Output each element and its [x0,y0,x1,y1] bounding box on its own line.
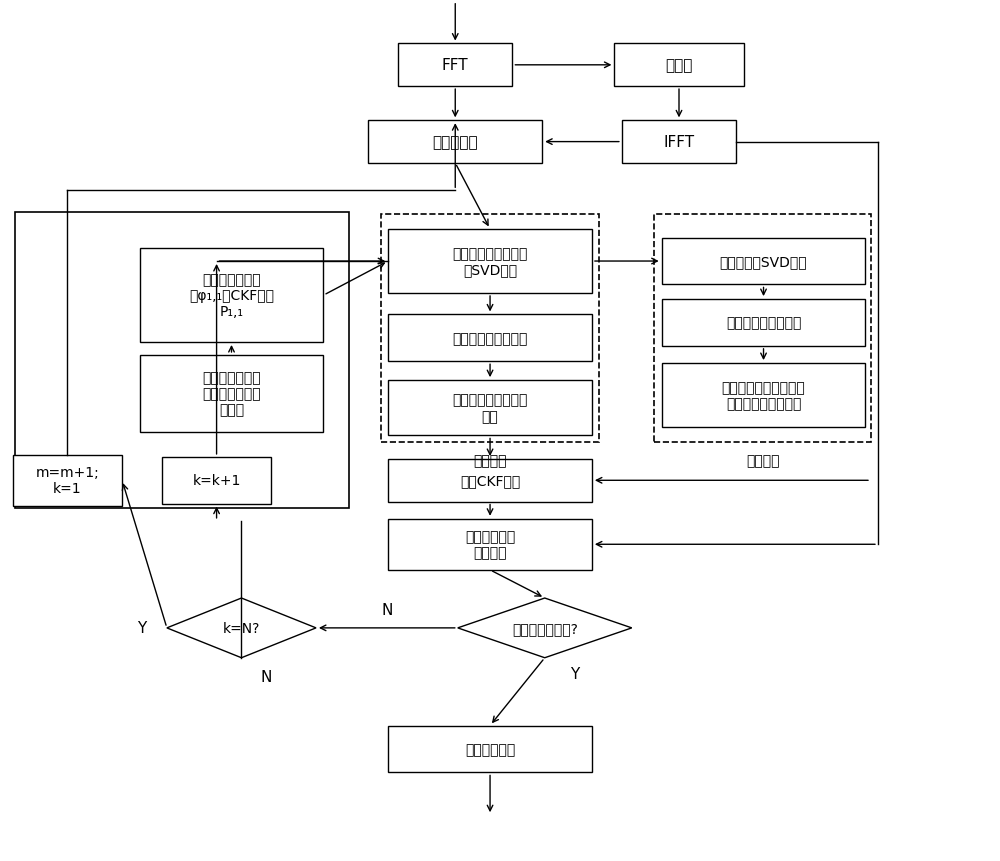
Text: 次符号处理: 次符号处理 [432,135,478,150]
Bar [662,238,865,285]
Text: 时间更新: 时间更新 [473,454,507,468]
Text: 设置系统维度、
容积点以及对应
的权値: 设置系统维度、 容积点以及对应 的权値 [202,370,261,417]
Text: FFT: FFT [442,59,469,73]
Text: k=N?: k=N? [223,621,260,635]
Bar [388,460,592,502]
Text: 更新状态値和
协方差値: 更新状态値和 协方差値 [465,530,515,560]
Text: 计算CKF增益: 计算CKF增益 [460,474,520,487]
Text: N: N [381,602,393,616]
Bar [662,363,865,427]
Bar [15,213,349,509]
Text: 计算状态方程容积点: 计算状态方程容积点 [452,331,528,345]
Text: IFFT: IFFT [663,135,695,150]
Polygon shape [458,598,632,658]
Bar [162,457,271,505]
Text: N: N [261,669,272,684]
Text: 采样点是否遍历?: 采样点是否遍历? [512,621,578,635]
Polygon shape [167,598,316,658]
Bar [388,315,592,362]
Text: 对上一采样点方差进
行SVD分解: 对上一采样点方差进 行SVD分解 [452,246,528,277]
Bar [622,121,736,164]
Bar [13,455,122,506]
Bar [398,45,512,87]
Text: 测量更新: 测量更新 [746,454,779,468]
Bar [140,249,323,343]
Text: 计算测量方程容积点: 计算测量方程容积点 [726,316,801,330]
Bar [388,381,592,436]
Bar [614,45,744,87]
Text: 计算预测状态和预测
方差: 计算预测状态和预测 方差 [452,393,528,424]
Text: 预判决: 预判决 [665,59,693,73]
Bar [381,215,599,443]
Bar [388,230,592,294]
Text: 对预测方差SVD分解: 对预测方差SVD分解 [720,255,807,269]
Text: k=k+1: k=k+1 [192,474,241,487]
Text: 初始化相位噪声
値φ₁,₁和CKF方差
P₁,₁: 初始化相位噪声 値φ₁,₁和CKF方差 P₁,₁ [189,273,274,319]
Bar [388,726,592,772]
Bar [368,121,542,164]
Bar [140,356,323,432]
Text: Y: Y [570,666,579,681]
Bar [388,519,592,570]
Bar [662,300,865,346]
Text: 时域信号补偿: 时域信号补偿 [465,742,515,756]
Text: Y: Y [137,621,147,635]
Bar [654,215,871,443]
Text: 计算测量预测値、新息
方差、协方差估计値: 计算测量预测値、新息 方差、协方差估计値 [722,381,805,411]
Text: m=m+1;
k=1: m=m+1; k=1 [36,466,99,496]
